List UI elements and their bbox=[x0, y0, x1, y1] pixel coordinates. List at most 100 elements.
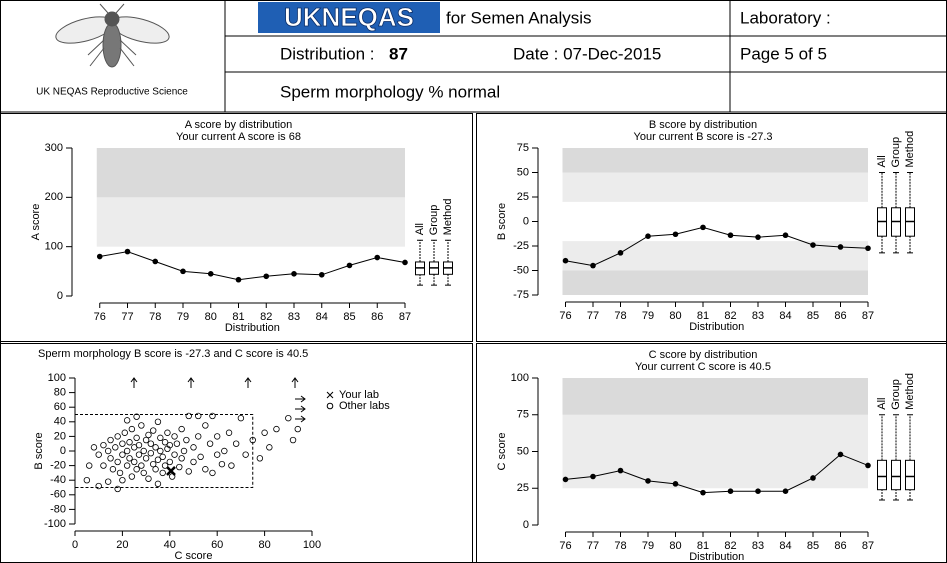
lab-point bbox=[238, 415, 244, 421]
score-point bbox=[728, 232, 734, 238]
x-tick-label: 85 bbox=[343, 311, 355, 323]
score-point bbox=[263, 273, 269, 279]
lab-point bbox=[139, 463, 145, 469]
box bbox=[906, 460, 915, 489]
lab-point bbox=[153, 466, 159, 472]
y-tick-label: 50 bbox=[517, 166, 529, 178]
score-point bbox=[700, 490, 706, 496]
lab-point bbox=[120, 441, 126, 447]
box-label: Method bbox=[442, 199, 454, 236]
chart-subtitle: Your current B score is -27.3 bbox=[634, 131, 773, 143]
offscale-arrow bbox=[131, 378, 137, 388]
chart-title: Sperm morphology B score is -27.3 and C … bbox=[38, 348, 308, 360]
lab-point bbox=[174, 441, 180, 447]
y-tick-label: 40 bbox=[54, 416, 66, 428]
offscale-arrow bbox=[295, 416, 305, 422]
lab-point bbox=[129, 426, 135, 432]
lab-point bbox=[203, 466, 209, 472]
lab-point bbox=[229, 463, 235, 469]
y-tick-label: 0 bbox=[57, 290, 63, 302]
x-tick-label: 79 bbox=[642, 310, 654, 322]
lab-point bbox=[243, 452, 249, 458]
score-point bbox=[402, 260, 408, 266]
x-tick-label: 86 bbox=[834, 540, 846, 552]
lab-point bbox=[146, 476, 152, 482]
lab-point bbox=[176, 464, 182, 470]
lab-point bbox=[158, 448, 164, 454]
reference-band bbox=[563, 173, 869, 202]
offscale-arrow bbox=[245, 378, 251, 388]
y-tick-label: -75 bbox=[513, 289, 529, 301]
target-region bbox=[75, 415, 253, 488]
laboratory: Laboratory : bbox=[740, 8, 831, 27]
y-tick-label: 25 bbox=[517, 482, 529, 494]
x-tick-label: 0 bbox=[72, 539, 78, 551]
score-point bbox=[865, 463, 871, 469]
y-tick-label: 0 bbox=[60, 445, 66, 457]
lab-point bbox=[257, 456, 263, 462]
x-tick-label: 78 bbox=[614, 540, 626, 552]
y-tick-label: -40 bbox=[50, 474, 66, 486]
lab-point bbox=[160, 470, 166, 476]
score-point bbox=[810, 475, 816, 481]
brand: UKNEQAS bbox=[284, 2, 414, 32]
x-tick-label: 77 bbox=[121, 311, 133, 323]
y-axis-label: C score bbox=[496, 433, 508, 471]
score-point bbox=[374, 255, 380, 261]
lab-point bbox=[122, 430, 128, 436]
lab-point bbox=[110, 466, 116, 472]
y-tick-label: -60 bbox=[50, 489, 66, 501]
date: Date : 07-Dec-2015 bbox=[513, 44, 661, 63]
x-tick-label: 20 bbox=[116, 539, 128, 551]
lab-point bbox=[198, 454, 204, 460]
lab-point bbox=[84, 477, 90, 483]
lab-point bbox=[136, 442, 142, 448]
x-tick-label: 84 bbox=[779, 310, 791, 322]
box bbox=[892, 460, 901, 489]
reference-band bbox=[563, 378, 869, 415]
chart-title: A score by distribution bbox=[185, 119, 293, 131]
y-tick-label: 100 bbox=[48, 372, 66, 384]
reference-band bbox=[563, 415, 869, 489]
y-tick-label: 50 bbox=[517, 445, 529, 457]
lab-point bbox=[186, 469, 192, 475]
chart-panel: 0255075100767778798081828384858687Distri… bbox=[477, 344, 947, 563]
lab-point bbox=[203, 423, 209, 429]
lab-point bbox=[127, 456, 133, 462]
lab-point bbox=[108, 456, 114, 462]
x-tick-label: 79 bbox=[177, 311, 189, 323]
score-point bbox=[865, 245, 871, 251]
x-tick-label: 86 bbox=[834, 310, 846, 322]
offscale-arrow bbox=[188, 378, 194, 388]
box bbox=[878, 460, 887, 489]
box-label: Group bbox=[428, 205, 440, 236]
x-tick-label: 85 bbox=[807, 310, 819, 322]
lab-point bbox=[120, 477, 126, 483]
score-point bbox=[125, 249, 131, 255]
lab-point bbox=[129, 474, 135, 480]
lab-point bbox=[219, 461, 225, 467]
x-tick-label: 83 bbox=[752, 540, 764, 552]
score-point bbox=[563, 477, 569, 483]
score-point bbox=[97, 254, 103, 260]
lab-point bbox=[262, 430, 268, 436]
score-point bbox=[755, 488, 761, 494]
box-label: All bbox=[876, 398, 888, 410]
score-point bbox=[645, 478, 651, 484]
box-label: All bbox=[414, 223, 426, 235]
lab-point bbox=[195, 413, 201, 419]
logo-caption: UK NEQAS Reproductive Science bbox=[36, 87, 188, 98]
score-point bbox=[347, 263, 353, 269]
score-point bbox=[728, 488, 734, 494]
box-label: Group bbox=[890, 379, 902, 410]
lab-point bbox=[136, 452, 142, 458]
y-axis-label: B score bbox=[496, 203, 508, 240]
lab-point bbox=[155, 419, 161, 425]
bee-body bbox=[103, 23, 121, 67]
lab-point bbox=[117, 470, 123, 476]
y-tick-label: 60 bbox=[54, 401, 66, 413]
score-point bbox=[590, 474, 596, 480]
y-axis-label: B score bbox=[33, 432, 45, 469]
lab-point bbox=[286, 415, 292, 421]
offscale-arrow bbox=[295, 406, 305, 412]
